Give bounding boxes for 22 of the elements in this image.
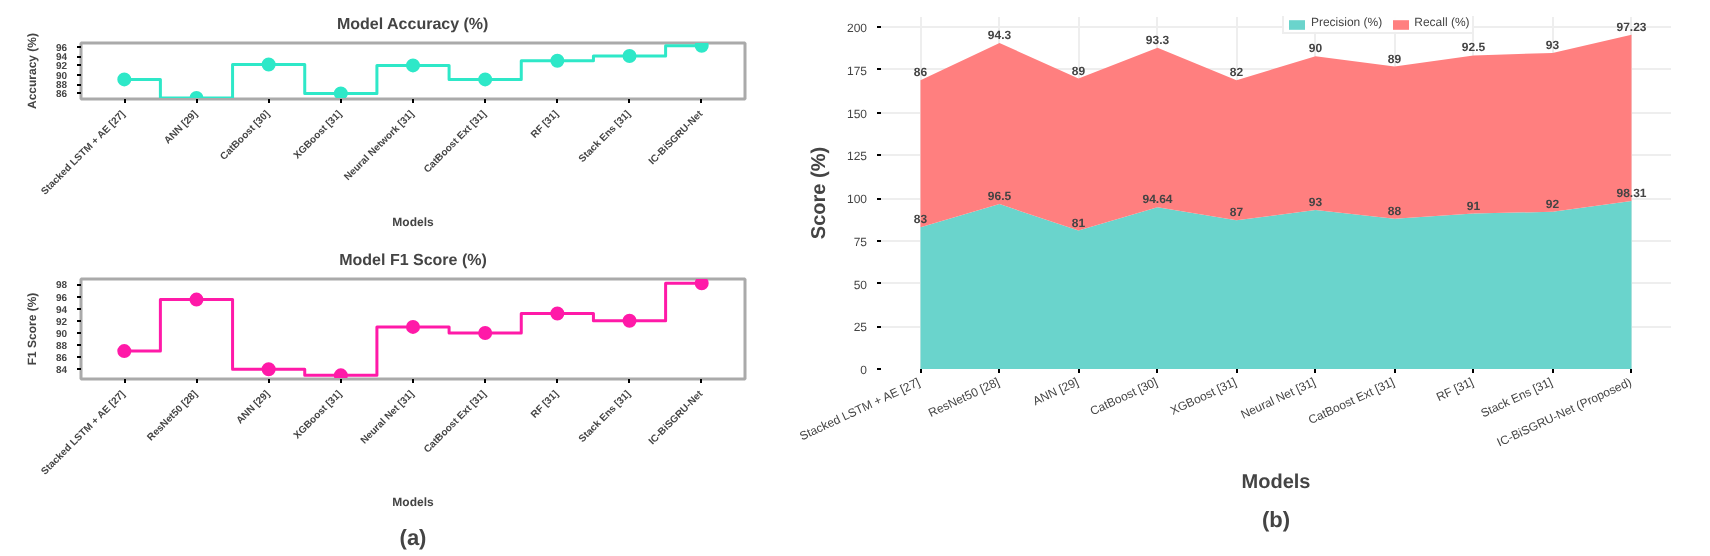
chart-title: Model Accuracy (%): [336, 15, 490, 33]
point: [333, 86, 348, 99]
text: (b): [1261, 509, 1291, 533]
point: [117, 344, 132, 359]
chart-title: Model F1 Score (%): [339, 251, 488, 269]
point: [694, 279, 709, 291]
point: [478, 72, 493, 87]
point: [622, 49, 637, 64]
x-axis-title: Models: [1241, 471, 1312, 494]
text: (a): [399, 527, 428, 551]
point: [550, 53, 565, 68]
y-axis-title: Score (%): [808, 146, 831, 240]
point: [550, 306, 565, 321]
point: [261, 362, 276, 377]
point: [406, 58, 420, 73]
point: [333, 368, 348, 379]
point: [189, 292, 204, 307]
point: [478, 325, 493, 340]
point: [117, 72, 132, 87]
point: [622, 313, 637, 328]
point: [261, 57, 276, 72]
point: [406, 319, 420, 334]
